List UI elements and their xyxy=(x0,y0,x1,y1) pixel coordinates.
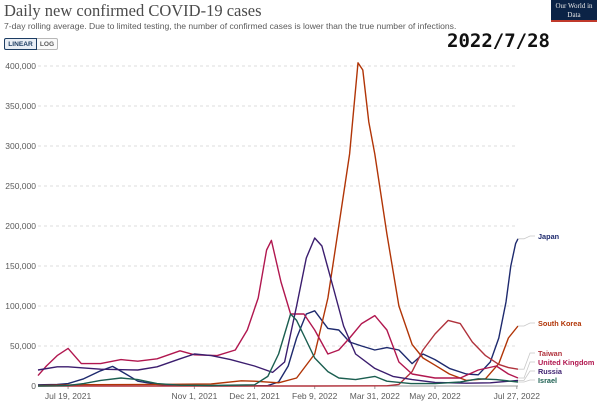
series-line[interactable] xyxy=(37,313,519,387)
y-tick-label: 150,000 xyxy=(5,261,36,271)
owid-logo-bar xyxy=(551,20,597,22)
chart-title: Daily new confirmed COVID-19 cases xyxy=(4,1,262,20)
series-label-leader xyxy=(518,361,535,379)
y-tick-label: 50,000 xyxy=(10,341,36,351)
series-label-leader xyxy=(518,235,535,240)
series-label-leader xyxy=(518,352,535,370)
log-scale-toggle[interactable]: LOG xyxy=(37,38,58,50)
y-tick-label: 400,000 xyxy=(5,61,36,71)
x-axis-ticks: Jul 19, 2021 Nov 1, 2021 Dec 21, 2021 Feb 9… xyxy=(45,386,540,401)
series-line[interactable] xyxy=(37,239,519,379)
series-label-leader xyxy=(518,379,535,383)
series-line[interactable] xyxy=(38,319,519,387)
owid-logo-text: Our World in Data xyxy=(555,2,593,19)
x-tick-label: Feb 9, 2022 xyxy=(292,391,338,401)
y-axis-ticks: 0 50,000 100,000 150,000 200,000 250,000 300,0… xyxy=(5,61,36,391)
x-tick-label: Jul 19, 2021 xyxy=(45,391,92,401)
series-label[interactable]: United Kingdom xyxy=(538,358,595,367)
series-line[interactable] xyxy=(37,238,519,387)
series-label[interactable]: Taiwan xyxy=(538,349,562,358)
x-tick-label: May 20, 2022 xyxy=(409,391,461,401)
date-stamp: 2022/7/28 xyxy=(447,30,550,52)
series-label-leader xyxy=(518,322,535,327)
series-line[interactable] xyxy=(37,62,519,387)
owid-logo[interactable]: Our World in Data xyxy=(551,0,597,22)
series-label[interactable]: Russia xyxy=(538,367,563,376)
series-label-leader xyxy=(518,370,535,381)
x-tick-label: Nov 1, 2021 xyxy=(171,391,217,401)
series-label[interactable]: Japan xyxy=(538,232,559,241)
series-label[interactable]: South Korea xyxy=(538,319,582,328)
y-tick-label: 300,000 xyxy=(5,141,36,151)
series-lines xyxy=(37,62,519,387)
series-line[interactable] xyxy=(37,237,519,384)
y-tick-label: 250,000 xyxy=(5,181,36,191)
series-label[interactable]: Israel xyxy=(538,376,557,385)
grid-lines xyxy=(38,65,518,387)
y-tick-label: 350,000 xyxy=(5,101,36,111)
linear-scale-toggle[interactable]: LINEAR xyxy=(4,38,37,50)
y-tick-label: 100,000 xyxy=(5,301,36,311)
x-tick-label: Jul 27, 2022 xyxy=(494,391,541,401)
y-tick-label: 0 xyxy=(31,381,36,391)
x-tick-label: Dec 21, 2021 xyxy=(229,391,280,401)
y-tick-label: 200,000 xyxy=(5,221,36,231)
x-tick-label: Mar 31, 2022 xyxy=(350,391,400,401)
chart-subtitle: 7-day rolling average. Due to limited te… xyxy=(4,21,457,31)
